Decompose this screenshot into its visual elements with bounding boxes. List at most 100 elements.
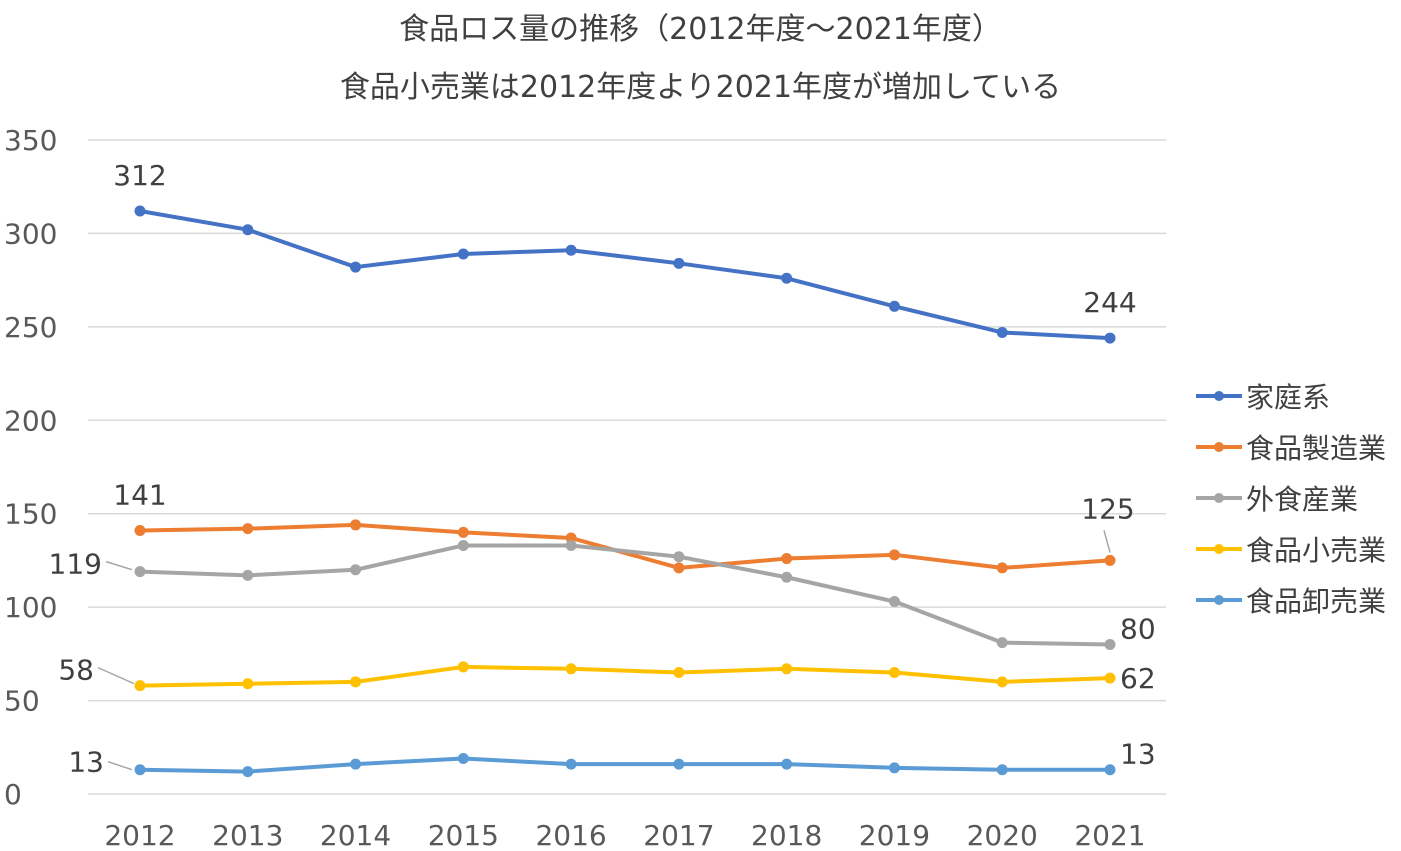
data-point [781, 758, 793, 770]
data-label: 13 [1120, 738, 1156, 771]
data-label: 62 [1120, 662, 1156, 695]
data-point [888, 596, 900, 608]
data-point [673, 667, 685, 679]
data-point [350, 519, 362, 531]
legend-swatch [1196, 437, 1242, 457]
legend-swatch [1196, 590, 1242, 610]
data-point [457, 752, 469, 764]
data-point [996, 562, 1008, 574]
data-point [888, 300, 900, 312]
legend: 家庭系 食品製造業 外食産業 食品小売業 食品卸売業 [1196, 370, 1386, 625]
x-tick-label: 2014 [320, 819, 391, 851]
legend-swatch [1196, 386, 1242, 406]
data-point [457, 539, 469, 551]
data-point [673, 257, 685, 269]
series-line [138, 543, 1112, 647]
data-point [888, 667, 900, 679]
x-tick-label: 2020 [967, 819, 1038, 851]
legend-swatch [1196, 488, 1242, 508]
x-tick-label: 2013 [212, 819, 283, 851]
data-point [350, 676, 362, 688]
x-tick-label: 2012 [104, 819, 175, 851]
data-label: 125 [1081, 492, 1134, 525]
data-point [350, 564, 362, 576]
data-label: 312 [113, 159, 166, 192]
data-point [457, 661, 469, 673]
legend-item-retail: 食品小売業 [1196, 523, 1386, 574]
data-point [1104, 672, 1116, 684]
chart-subtitle: 食品小売業は2012年度より2021年度が増加している [339, 70, 1062, 105]
data-point [134, 680, 146, 692]
legend-label: 食品小売業 [1246, 533, 1387, 567]
data-label: 141 [113, 479, 166, 512]
series-line [138, 664, 1112, 688]
y-tick-label: 200 [4, 404, 57, 437]
data-point [242, 523, 254, 535]
data-point [565, 758, 577, 770]
x-tick-label: 2018 [751, 819, 822, 851]
data-point [565, 244, 577, 256]
data-point [1104, 764, 1116, 776]
data-point [457, 526, 469, 538]
legend-item-home: 家庭系 [1196, 370, 1386, 421]
data-label: 244 [1083, 286, 1136, 319]
data-point [996, 676, 1008, 688]
data-point [888, 762, 900, 774]
x-tick-label: 2017 [643, 819, 714, 851]
data-point [1104, 332, 1116, 344]
data-point [134, 205, 146, 217]
data-point [134, 525, 146, 537]
label-leader-line [97, 666, 135, 685]
data-point [350, 261, 362, 273]
data-point [781, 663, 793, 675]
data-point [673, 758, 685, 770]
data-point [134, 566, 146, 578]
y-tick-label: 350 [4, 124, 57, 157]
y-tick-label: 0 [4, 778, 22, 811]
label-leader-line [1103, 530, 1111, 553]
data-label: 119 [49, 548, 102, 581]
data-point [888, 549, 900, 561]
legend-swatch [1196, 539, 1242, 559]
data-point [242, 678, 254, 690]
data-point [242, 766, 254, 778]
data-point [673, 551, 685, 563]
chart-title: 食品ロス量の推移（2012年度～2021年度） [399, 12, 1002, 47]
data-point [996, 764, 1008, 776]
label-leader-line [107, 760, 133, 771]
data-label: 80 [1120, 613, 1156, 646]
x-tick-label: 2015 [428, 819, 499, 851]
data-point [134, 764, 146, 776]
data-point [1104, 554, 1116, 566]
y-tick-label: 300 [4, 217, 57, 250]
series-line [138, 522, 1112, 570]
legend-item-restaurant: 外食産業 [1196, 472, 1386, 523]
data-point [996, 637, 1008, 649]
label-leader-line [105, 560, 133, 571]
data-point [242, 569, 254, 581]
data-point [781, 571, 793, 583]
y-tick-label: 150 [4, 498, 57, 531]
y-tick-label: 250 [4, 311, 57, 344]
data-point [1104, 639, 1116, 651]
data-point [996, 326, 1008, 338]
legend-label: 食品製造業 [1246, 431, 1387, 465]
legend-label: 食品卸売業 [1246, 584, 1387, 618]
x-tick-label: 2019 [859, 819, 930, 851]
data-point [781, 553, 793, 565]
series-line [138, 756, 1112, 774]
data-point [781, 272, 793, 284]
x-tick-label: 2021 [1074, 819, 1145, 851]
legend-item-wholesale: 食品卸売業 [1196, 574, 1386, 625]
data-point [242, 224, 254, 236]
data-point [565, 663, 577, 675]
data-point [457, 248, 469, 260]
y-tick-label: 100 [4, 591, 57, 624]
data-label: 13 [68, 746, 104, 779]
data-point [673, 562, 685, 574]
legend-item-manufacturing: 食品製造業 [1196, 421, 1386, 472]
data-label: 58 [58, 654, 94, 687]
series-line [138, 209, 1112, 341]
y-tick-label: 50 [4, 685, 40, 718]
